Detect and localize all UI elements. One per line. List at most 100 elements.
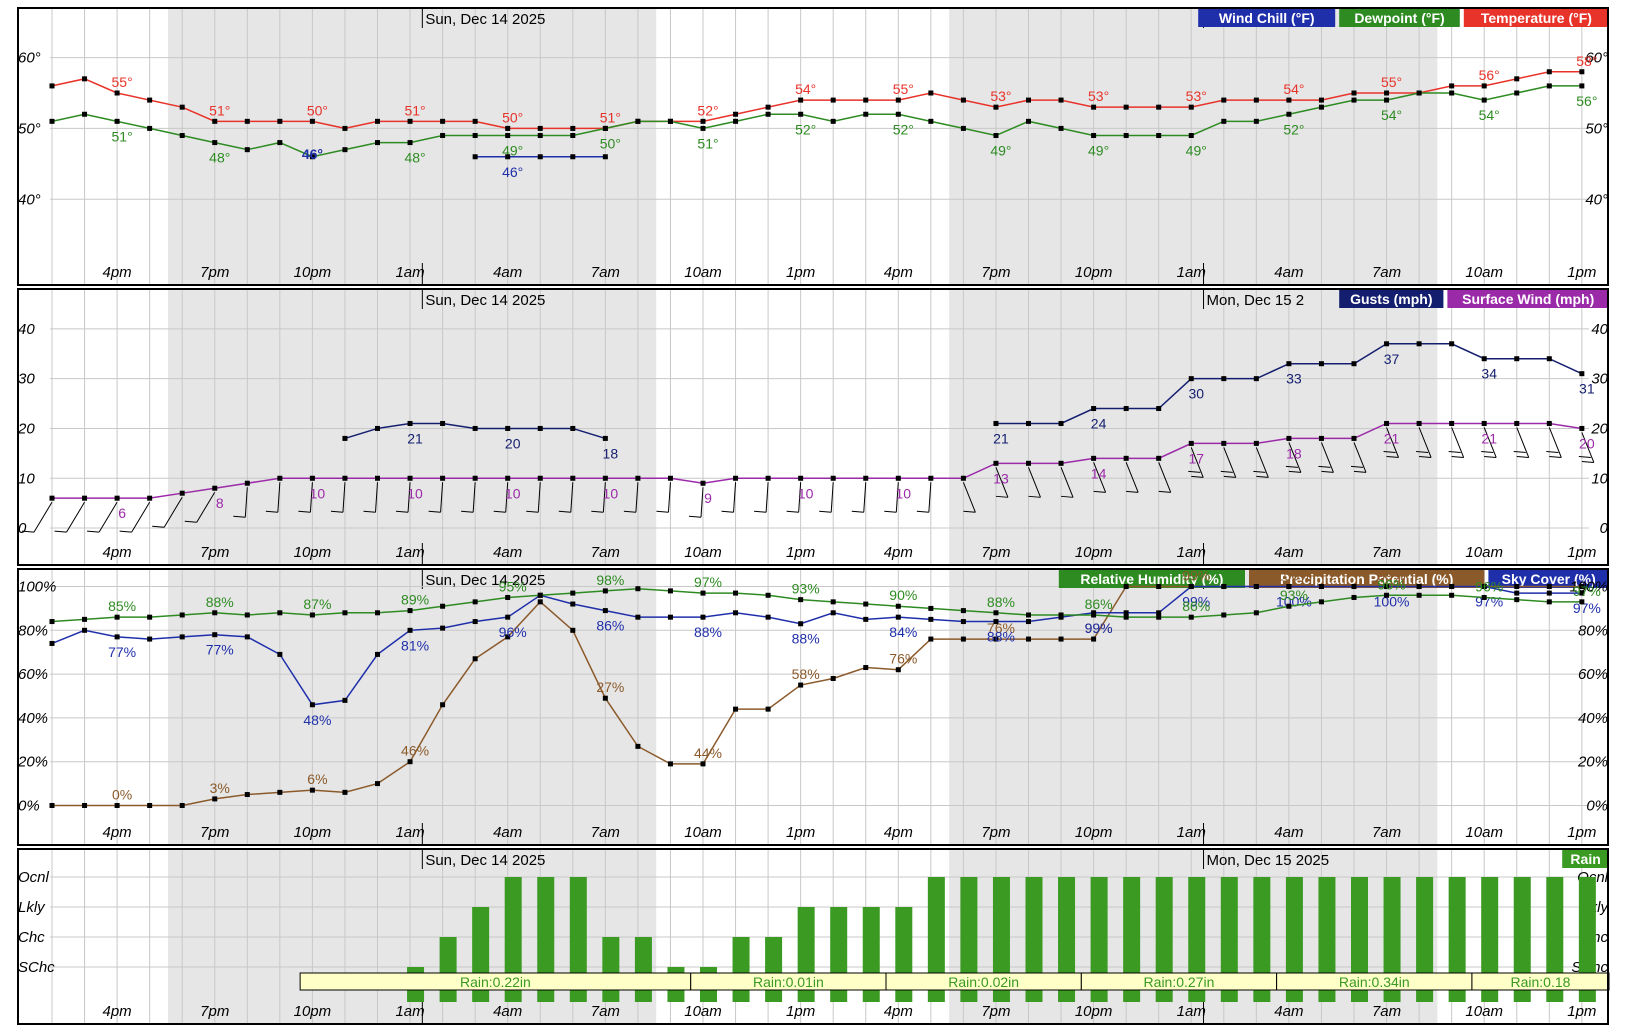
- legend-label: Wind Chill (°F): [1219, 10, 1315, 26]
- data-label: 100%: [1374, 594, 1410, 610]
- data-point: [472, 599, 478, 605]
- date-label: Mon, Dec 15 2025: [1207, 852, 1330, 869]
- data-label: 54°: [795, 81, 816, 97]
- data-label: 49°: [990, 143, 1011, 159]
- data-point: [1253, 440, 1259, 446]
- data-label: 88%: [206, 594, 234, 610]
- wind-barb-flag: [1093, 490, 1106, 493]
- rain-total-label: Rain:0.34in: [1339, 974, 1410, 990]
- x-tick-label: 7pm: [981, 264, 1010, 281]
- night-band: [949, 8, 1438, 285]
- data-point: [602, 475, 608, 481]
- y-tick-left: 80%: [18, 622, 48, 639]
- data-point: [895, 97, 901, 103]
- data-point: [1026, 612, 1031, 618]
- wind-barb: [131, 501, 151, 533]
- wind-barb-flag: [461, 510, 474, 513]
- legend-label: Gusts (mph): [1350, 291, 1432, 307]
- wind-barb: [505, 482, 509, 513]
- y-tick-left: SChc: [18, 959, 55, 976]
- rain-bar: [1155, 877, 1173, 1002]
- wind-barb: [928, 482, 932, 513]
- legend-swatch: [1249, 569, 1485, 588]
- data-label: 76%: [889, 651, 917, 667]
- wind-barb: [375, 482, 378, 513]
- data-label: 18: [603, 445, 619, 461]
- data-label: 20: [505, 435, 521, 451]
- data-point: [505, 154, 511, 160]
- data-label: 86%: [1182, 598, 1210, 614]
- data-point: [342, 147, 348, 153]
- data-point: [863, 97, 869, 103]
- x-tick-label: 1am: [395, 264, 424, 281]
- data-point: [212, 485, 218, 491]
- data-label: 51°: [697, 135, 718, 151]
- rain-bar: [1448, 877, 1466, 1002]
- data-point: [309, 787, 315, 793]
- data-label: 99%: [1182, 568, 1210, 584]
- data-point: [1579, 584, 1585, 590]
- data-point: [602, 154, 608, 160]
- data-point: [993, 133, 999, 138]
- rain-bar: [1351, 877, 1368, 1002]
- data-point: [895, 111, 901, 117]
- data-point: [570, 475, 576, 481]
- data-point: [1546, 420, 1552, 426]
- panel-temperature: 4pm 7pm 10pm 1am 4am 7am 10am 1pm 4pm 7pm 10pm 1am 4…: [18, 8, 1609, 285]
- wind-barb-flag: [54, 530, 67, 533]
- data-point: [700, 761, 706, 767]
- rain-bar: [1481, 877, 1499, 1002]
- wind-barb: [244, 487, 248, 518]
- data-point: [700, 480, 706, 486]
- y-tick-right: 40%: [1578, 710, 1608, 727]
- wind-barb: [309, 482, 313, 513]
- x-tick-label: 4pm: [884, 544, 913, 561]
- data-point: [1351, 435, 1357, 441]
- data-point: [993, 460, 999, 466]
- data-point: [798, 597, 804, 603]
- x-tick-label: 1pm: [1567, 544, 1596, 561]
- data-point: [114, 495, 120, 501]
- data-point: [1351, 594, 1357, 600]
- data-point: [667, 614, 673, 620]
- legend-swatch: [1463, 8, 1609, 27]
- data-point: [798, 621, 804, 627]
- wind-barb: [1483, 427, 1497, 458]
- x-tick-label: 4am: [1274, 544, 1303, 561]
- wind-barb: [1418, 427, 1432, 458]
- data-point: [570, 125, 576, 131]
- wind-barb-flag: [1028, 495, 1041, 498]
- data-point: [1416, 584, 1422, 590]
- data-point: [1253, 118, 1259, 124]
- data-label: 49°: [1186, 143, 1207, 159]
- data-point: [1384, 584, 1390, 590]
- data-point: [1188, 614, 1194, 620]
- data-point: [1546, 584, 1552, 590]
- data-point: [960, 125, 966, 131]
- data-label: 55°: [1381, 74, 1402, 90]
- wind-barb-flag: [1188, 470, 1201, 473]
- data-point: [1514, 584, 1520, 590]
- x-tick-label: 7am: [591, 264, 620, 281]
- data-point: [895, 603, 901, 609]
- x-tick-label: 10pm: [294, 1003, 332, 1020]
- x-tick-label: 10am: [684, 544, 722, 561]
- data-point: [1123, 133, 1129, 138]
- data-label: 77%: [108, 644, 136, 660]
- y-tick-right: 40: [1591, 321, 1608, 338]
- wind-barb-flag: [1061, 495, 1074, 498]
- wind-barb-flag: [688, 515, 702, 518]
- data-point: [1318, 97, 1324, 103]
- data-point: [212, 632, 218, 638]
- wind-barb-flag: [1158, 490, 1171, 493]
- data-label: 31: [1579, 381, 1595, 397]
- data-label: 97%: [1573, 583, 1601, 599]
- x-tick-label: 7am: [1372, 264, 1401, 281]
- data-label: 10: [896, 485, 912, 501]
- data-point: [407, 627, 413, 633]
- wind-barb: [472, 482, 476, 513]
- legend-label: Temperature (°F): [1481, 10, 1592, 26]
- data-point: [440, 133, 446, 138]
- data-label: 85%: [108, 598, 136, 614]
- data-point: [895, 667, 901, 673]
